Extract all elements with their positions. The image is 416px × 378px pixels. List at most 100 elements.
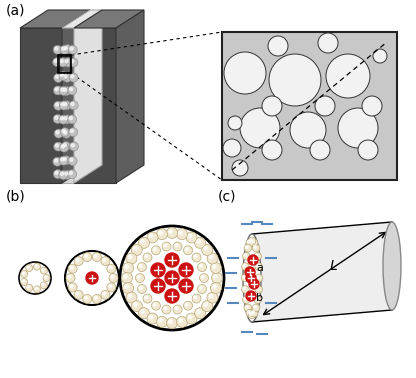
Circle shape	[109, 285, 111, 288]
Circle shape	[62, 145, 64, 148]
Circle shape	[83, 294, 92, 304]
Circle shape	[243, 296, 250, 304]
Circle shape	[67, 115, 77, 124]
Circle shape	[68, 275, 71, 278]
Circle shape	[244, 297, 247, 300]
Circle shape	[188, 315, 192, 319]
Circle shape	[176, 229, 188, 240]
Circle shape	[107, 283, 116, 292]
Bar	[222, 32, 397, 180]
Circle shape	[199, 286, 202, 289]
Circle shape	[246, 291, 256, 301]
Circle shape	[255, 263, 262, 270]
Circle shape	[213, 265, 216, 268]
Circle shape	[199, 264, 202, 267]
Circle shape	[268, 36, 288, 56]
Circle shape	[151, 263, 165, 277]
Circle shape	[62, 87, 71, 96]
Circle shape	[68, 156, 77, 166]
Circle shape	[240, 108, 280, 148]
Circle shape	[70, 158, 73, 161]
Circle shape	[241, 274, 249, 282]
Circle shape	[169, 230, 172, 233]
Polygon shape	[62, 28, 74, 183]
Ellipse shape	[383, 222, 401, 310]
Circle shape	[109, 274, 118, 282]
Polygon shape	[20, 28, 62, 183]
Circle shape	[246, 239, 254, 246]
Bar	[58, 55, 71, 73]
Circle shape	[162, 305, 171, 314]
Circle shape	[60, 117, 64, 120]
Circle shape	[245, 246, 248, 248]
Circle shape	[54, 142, 63, 151]
Circle shape	[151, 246, 161, 255]
Circle shape	[192, 294, 201, 303]
Circle shape	[250, 239, 258, 246]
Circle shape	[131, 245, 142, 256]
Circle shape	[253, 304, 260, 312]
Circle shape	[228, 116, 242, 130]
Circle shape	[249, 279, 259, 289]
Polygon shape	[74, 10, 102, 183]
Circle shape	[74, 290, 83, 299]
Circle shape	[176, 316, 188, 327]
Text: (a): (a)	[6, 4, 25, 18]
Circle shape	[94, 296, 97, 299]
Circle shape	[315, 96, 335, 116]
Polygon shape	[252, 222, 392, 322]
Circle shape	[242, 286, 249, 293]
Circle shape	[66, 274, 75, 282]
Circle shape	[232, 160, 248, 176]
Circle shape	[244, 254, 247, 256]
Circle shape	[143, 294, 152, 303]
Circle shape	[55, 47, 58, 50]
Circle shape	[246, 309, 254, 317]
Circle shape	[65, 172, 68, 175]
Circle shape	[198, 263, 207, 271]
Circle shape	[243, 276, 245, 278]
Circle shape	[139, 286, 142, 289]
Text: a: a	[256, 263, 263, 273]
Circle shape	[60, 60, 63, 63]
Circle shape	[42, 268, 44, 271]
Circle shape	[64, 117, 67, 120]
Circle shape	[373, 49, 387, 63]
Circle shape	[69, 101, 78, 110]
Circle shape	[71, 75, 74, 78]
Circle shape	[40, 282, 47, 289]
Circle shape	[248, 311, 250, 313]
Circle shape	[262, 140, 282, 160]
Circle shape	[173, 242, 182, 251]
Circle shape	[59, 71, 68, 81]
Circle shape	[179, 263, 193, 277]
Circle shape	[71, 102, 74, 105]
Circle shape	[64, 88, 67, 91]
Circle shape	[223, 139, 241, 157]
Circle shape	[207, 292, 218, 303]
Circle shape	[137, 284, 146, 293]
Circle shape	[53, 86, 62, 95]
Circle shape	[60, 128, 69, 137]
Circle shape	[55, 75, 59, 78]
Circle shape	[256, 287, 259, 290]
Circle shape	[84, 254, 87, 257]
Circle shape	[244, 244, 252, 252]
Circle shape	[154, 303, 156, 306]
Circle shape	[183, 301, 193, 310]
Circle shape	[59, 170, 68, 180]
Circle shape	[358, 140, 378, 160]
Circle shape	[318, 33, 338, 53]
Circle shape	[201, 275, 204, 278]
Circle shape	[250, 313, 252, 315]
Circle shape	[121, 273, 133, 284]
Circle shape	[204, 246, 208, 250]
Circle shape	[210, 262, 221, 274]
Circle shape	[256, 264, 259, 267]
Circle shape	[137, 263, 146, 271]
Circle shape	[143, 253, 152, 262]
Bar	[59, 56, 70, 72]
Circle shape	[185, 303, 188, 306]
Circle shape	[175, 307, 178, 310]
Circle shape	[61, 103, 64, 106]
